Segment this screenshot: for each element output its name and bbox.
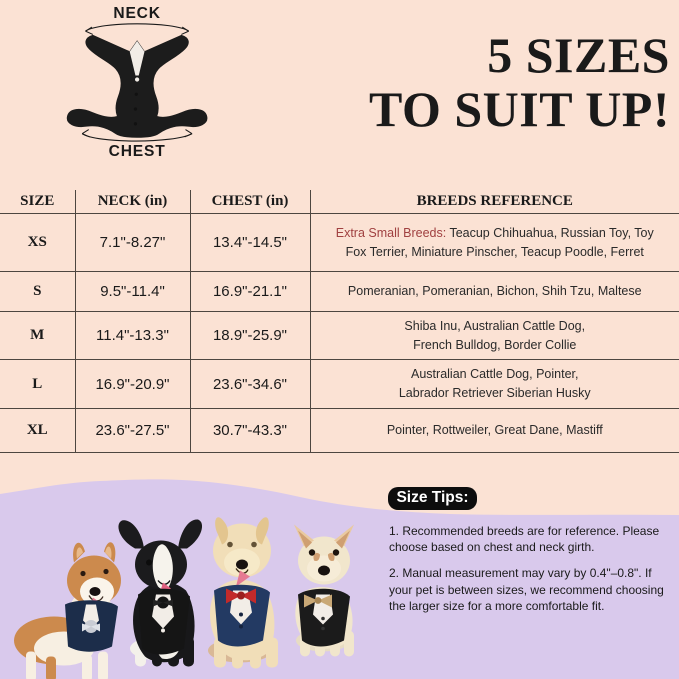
svg-text:NECK: NECK	[113, 5, 160, 22]
svg-text:CHEST: CHEST	[109, 143, 166, 160]
